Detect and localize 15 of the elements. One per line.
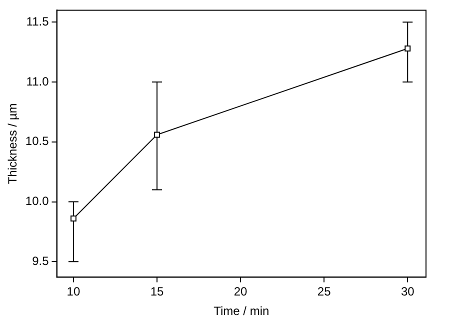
y-axis-title: Thickness / µm — [6, 103, 20, 184]
x-tick-label: 25 — [317, 284, 332, 299]
y-tick-label: 9.5 — [32, 254, 50, 268]
x-tick-label: 10 — [66, 284, 80, 299]
y-tick-label: 11.0 — [26, 74, 50, 88]
x-tick-label: 15 — [150, 284, 164, 299]
point — [154, 132, 160, 138]
x-tick-label: 30 — [400, 284, 415, 299]
y-tick-label: 10.0 — [25, 194, 50, 208]
x-tick-label: 20 — [234, 284, 248, 299]
y-tick-label: 11.5 — [26, 14, 50, 28]
y-tick-label: 10.5 — [25, 134, 50, 148]
point — [70, 216, 76, 222]
point — [404, 46, 411, 52]
x-axis-title: Time / min — [214, 304, 270, 318]
